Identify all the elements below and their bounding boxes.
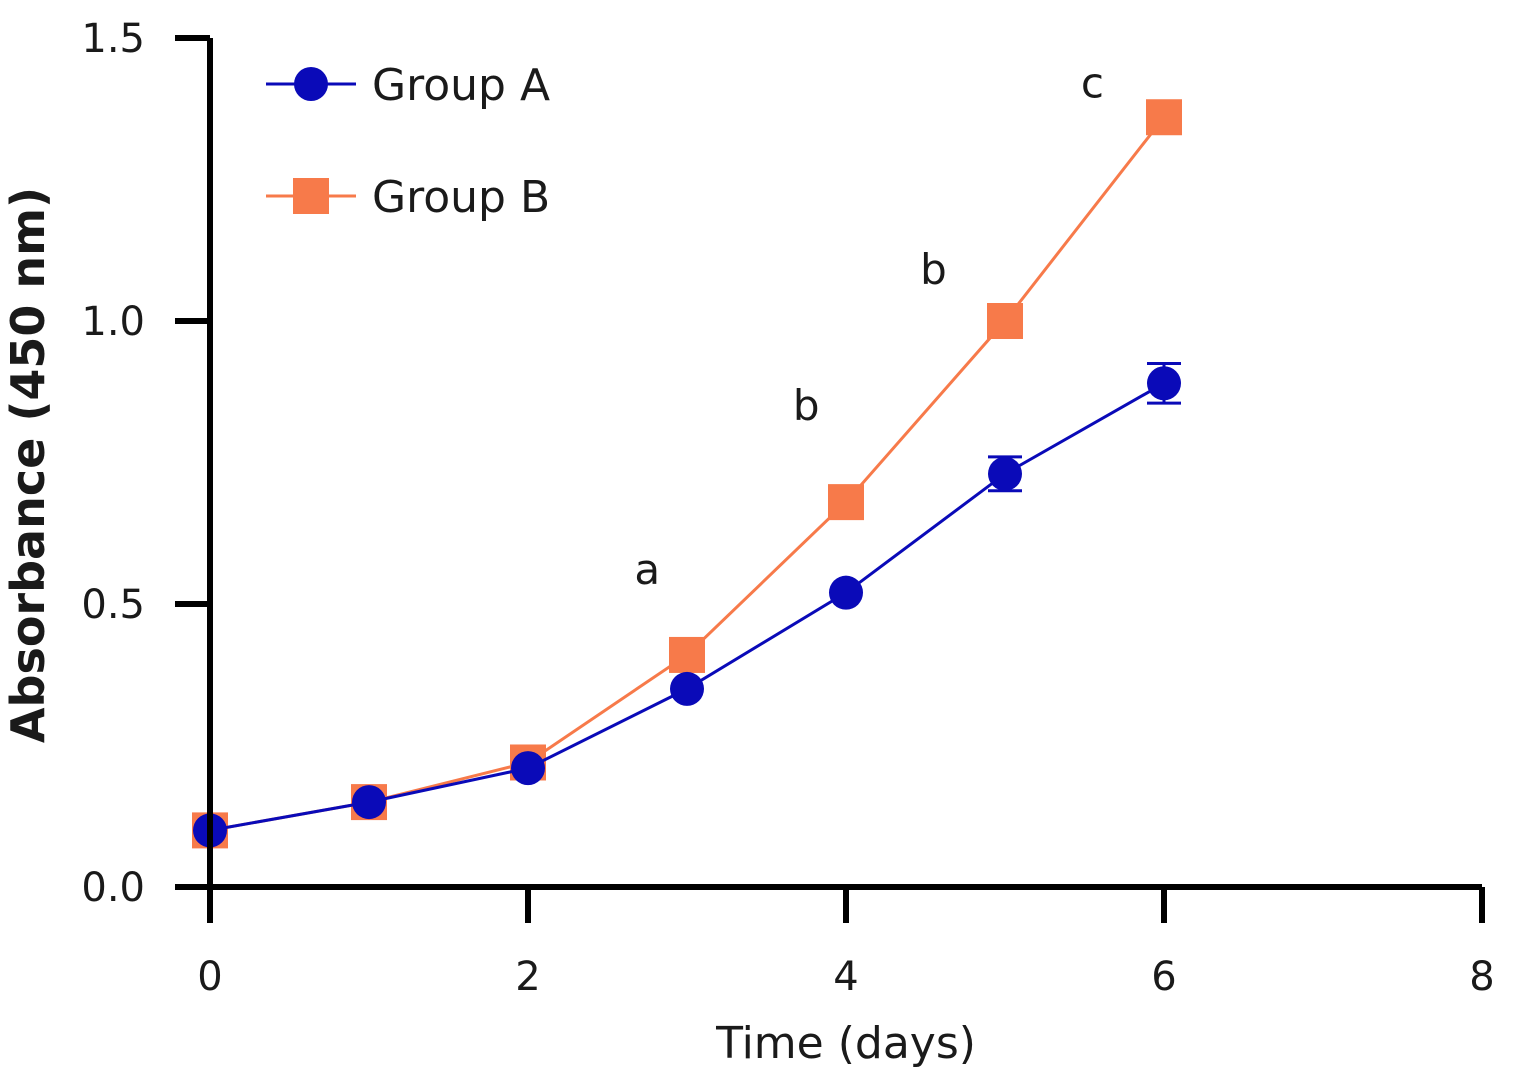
legend: Group A Group B — [266, 60, 550, 223]
y-tick-label: 1.0 — [81, 299, 145, 345]
data-point — [511, 751, 545, 786]
legend-label: Group B — [372, 172, 550, 223]
data-point — [987, 303, 1023, 339]
series-group-b — [192, 99, 1182, 849]
axes-layer: 0.0 0.5 1.0 1.5 0 2 4 6 8 — [81, 16, 1494, 1000]
annotations-layer: a b b c — [634, 58, 1104, 594]
y-axis-title: Absorbance (450 nm) — [1, 187, 55, 743]
y-tick-label: 1.5 — [81, 16, 145, 62]
significance-label: a — [634, 545, 660, 594]
x-tick-label: 0 — [197, 954, 222, 1000]
series-line — [209, 381, 1165, 832]
data-point — [352, 785, 386, 820]
series-group-a — [193, 361, 1181, 848]
x-tick-label: 6 — [1151, 954, 1176, 1000]
data-point — [988, 456, 1022, 491]
data-point — [670, 671, 704, 706]
legend-marker — [293, 178, 329, 214]
data-point — [669, 636, 705, 673]
data-point — [828, 484, 864, 521]
x-tick-label: 4 — [833, 954, 858, 1000]
series-layer — [192, 99, 1182, 849]
significance-label: b — [793, 381, 820, 430]
legend-marker — [294, 67, 328, 101]
legend-label: Group A — [372, 60, 550, 111]
legend-item: Group A — [266, 60, 550, 111]
legend-item: Group B — [266, 172, 550, 223]
data-point — [829, 575, 863, 610]
y-tick-label: 0.5 — [81, 582, 145, 628]
significance-label: b — [920, 245, 947, 294]
x-axis-title: Time (days) — [715, 1018, 976, 1069]
y-tick-label: 0.0 — [81, 865, 145, 911]
x-tick-label: 2 — [515, 954, 540, 1000]
x-tick-label: 8 — [1469, 954, 1494, 1000]
data-point — [1147, 366, 1181, 401]
data-point — [1146, 99, 1182, 136]
significance-label: c — [1081, 58, 1104, 107]
